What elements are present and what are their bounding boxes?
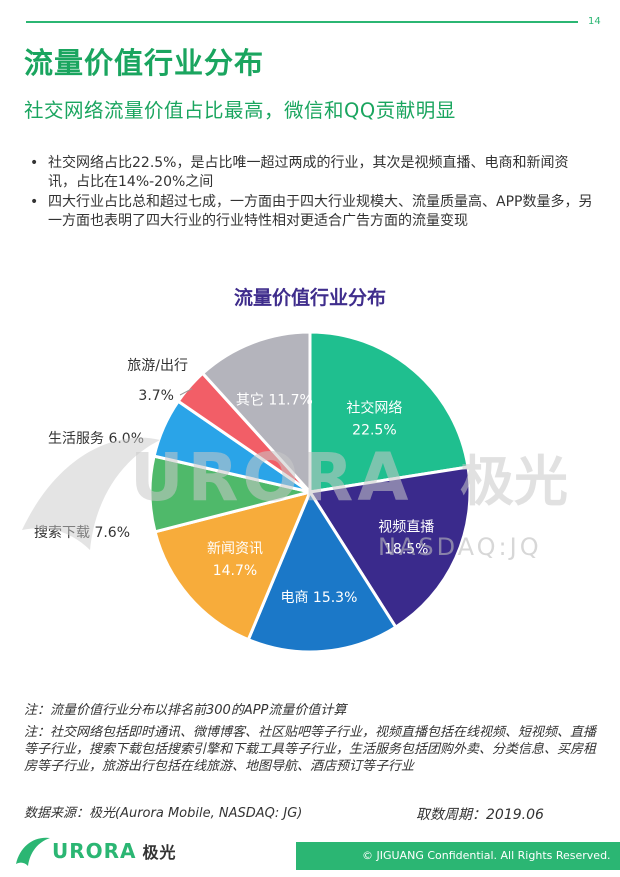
footer-logo-text: URORA — [52, 839, 137, 863]
bullet-dot: • — [30, 155, 39, 171]
chart-title: 流量价值行业分布 — [233, 287, 386, 309]
watermark-brand-cn: 极光 — [460, 450, 568, 513]
slice-label: 旅游/出行 — [127, 358, 188, 374]
top-rule — [26, 21, 578, 23]
watermark: URORA 极光 NASDAQ:JQ — [22, 437, 568, 561]
slice-label: 新闻资讯 — [207, 541, 263, 557]
page-subtitle: 社交网络流量价值占比最高，微信和QQ贡献明显 — [24, 99, 456, 122]
pie-slice — [200, 330, 312, 496]
note-text: 注：社交网络包括即时通讯、微博博客、社区贴吧等子行业，视频直播包括在线视频、短视… — [24, 725, 597, 774]
pie-slice — [246, 488, 398, 654]
watermark-ticker: NASDAQ:JQ — [378, 533, 542, 561]
bullet-dot: • — [30, 194, 39, 210]
footer-logo-cn: 极光 — [142, 843, 177, 862]
footer-logo: URORA 极光 — [52, 839, 177, 863]
slice-label: 22.5% — [352, 423, 396, 439]
pie-slice — [308, 330, 470, 494]
footer-bar — [296, 842, 620, 870]
slice-label: 电商 15.3% — [280, 590, 357, 606]
notes: 注：流量价值行业分布以排名前300的APP流量价值计算 注：社交网络包括即时通讯… — [24, 702, 604, 780]
slice-label: 其它 11.7% — [236, 391, 313, 408]
slice-label: 视频直播 — [378, 518, 434, 535]
data-source: 数据来源：极光(Aurora Mobile, NASDAQ: JG) — [24, 806, 303, 821]
pie-slice — [153, 489, 313, 642]
note-text: 注：流量价值行业分布以排名前300的APP流量价值计算 — [24, 703, 347, 718]
aurora-watermark-icon — [22, 437, 160, 550]
slice-label: 14.7% — [213, 563, 257, 579]
bullet-text: 四大行业占比总和超过七成，一方面由于四大行业规模大、流量质量高、APP数量多，另… — [48, 194, 593, 229]
page-number: 14 — [588, 16, 601, 27]
data-period: 取数周期：2019.06 — [416, 807, 544, 823]
page-title: 流量价值行业分布 — [24, 46, 265, 80]
bullet-list: • 社交网络占比22.5%，是占比唯一超过两成的行业，其次是视频直播、电商和新闻… — [30, 154, 595, 232]
watermark-brand: URORA — [130, 439, 412, 516]
leader-line — [179, 388, 193, 396]
slice-label: 3.7% — [138, 388, 174, 404]
pie-slice — [307, 465, 472, 630]
bullet-item: • 社交网络占比22.5%，是占比唯一超过两成的行业，其次是视频直播、电商和新闻… — [30, 154, 595, 191]
copyright: © JIGUANG Confidential. All Rights Reser… — [362, 849, 611, 862]
slice-label: 18.5% — [384, 541, 428, 557]
bullet-text: 社交网络占比22.5%，是占比唯一超过两成的行业，其次是视频直播、电商和新闻资讯… — [48, 155, 569, 190]
aurora-logo-icon — [16, 837, 50, 866]
slice-label: 社交网络 — [346, 400, 402, 417]
bullet-item: • 四大行业占比总和超过七成，一方面由于四大行业规模大、流量质量高、APP数量多… — [30, 193, 595, 230]
pie-slices — [148, 330, 472, 654]
